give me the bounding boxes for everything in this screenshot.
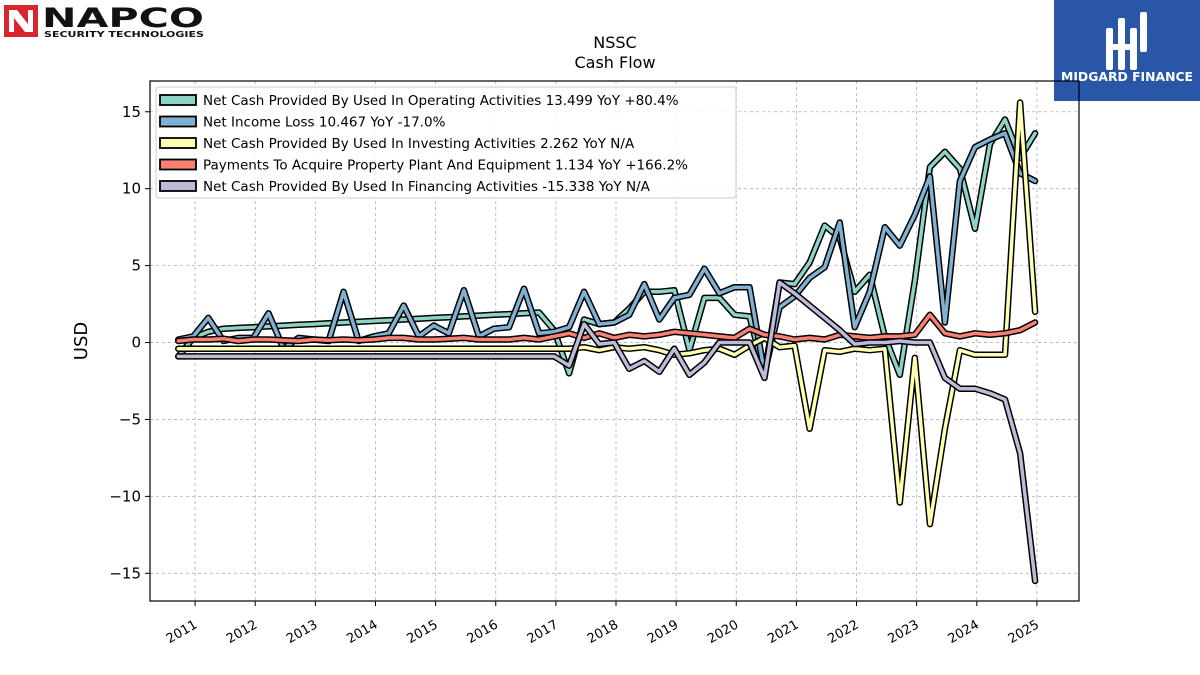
- y-tick-label: 0: [131, 334, 141, 352]
- chart-subtitle: Cash Flow: [574, 53, 655, 72]
- y-tick-label: 15: [122, 103, 141, 121]
- legend: Net Cash Provided By Used In Operating A…: [155, 86, 737, 199]
- midgard-logo-name: MIDGARD FINANCE: [1061, 70, 1193, 84]
- legend-swatch: [159, 137, 197, 149]
- legend-entry-label: Net Income Loss 10.467 YoY -17.0%: [203, 115, 446, 131]
- series-line: [175, 99, 1039, 528]
- y-tick-label: 5: [131, 257, 141, 275]
- x-tick-label: 2011: [164, 617, 200, 647]
- x-tick-label: 2025: [1006, 617, 1042, 647]
- napco-logo-tagline: SECURITY TECHNOLOGIES: [44, 30, 204, 39]
- series-line-stroke: [176, 100, 1037, 526]
- x-tick-label: 2016: [465, 617, 501, 647]
- midgard-logo-mark: [1106, 12, 1147, 70]
- y-tick-label: −5: [119, 410, 141, 428]
- legend-swatch: [159, 94, 197, 106]
- series-line-stroke: [176, 280, 1037, 583]
- legend-swatch: [159, 158, 197, 171]
- midgard-finance-logo: MIDGARD FINANCE: [1054, 0, 1200, 101]
- plot-frame: [149, 80, 1080, 602]
- x-tick-label: 2015: [404, 617, 440, 647]
- x-tick-label: 2023: [885, 617, 921, 647]
- x-tick-label: 2019: [645, 617, 681, 647]
- y-tick-label: −15: [109, 564, 141, 582]
- napco-logo-mark: [4, 5, 38, 37]
- legend-entry-label: Net Cash Provided By Used In Operating A…: [203, 93, 679, 109]
- series-lines: [175, 99, 1039, 585]
- legend-swatch: [159, 180, 197, 192]
- x-tick-label: 2014: [344, 617, 380, 647]
- napco-logo: NAPCO SECURITY TECHNOLOGIES: [4, 4, 204, 39]
- napco-logo-name: NAPCO: [42, 4, 204, 34]
- legend-box: [155, 86, 737, 199]
- chart-title: NSSC: [593, 33, 636, 52]
- legend-entry-label: Net Cash Provided By Used In Investing A…: [203, 136, 635, 152]
- y-tick-label: 10: [122, 180, 141, 198]
- legend-swatch: [159, 115, 197, 128]
- x-tick-label: 2021: [765, 617, 801, 647]
- x-tick-label: 2020: [705, 617, 741, 647]
- x-tick-label: 2018: [585, 617, 621, 647]
- x-tick-label: 2017: [525, 617, 561, 647]
- y-axis-label: USD: [71, 322, 92, 360]
- y-tick-label: −10: [109, 487, 141, 505]
- series-line: [175, 279, 1039, 585]
- x-tick-label: 2024: [946, 617, 982, 647]
- series-line: [175, 311, 1039, 345]
- legend-entry-label: Net Cash Provided By Used In Financing A…: [203, 179, 651, 195]
- legend-entry-label: Payments To Acquire Property Plant And E…: [203, 158, 688, 174]
- series-line-stroke: [176, 313, 1037, 343]
- x-tick-label: 2022: [825, 617, 861, 647]
- x-tick-label: 2013: [284, 617, 320, 647]
- midgard-logo-graphic: MIDGARD FINANCE: [1061, 12, 1193, 84]
- x-tick-label: 2012: [224, 617, 260, 647]
